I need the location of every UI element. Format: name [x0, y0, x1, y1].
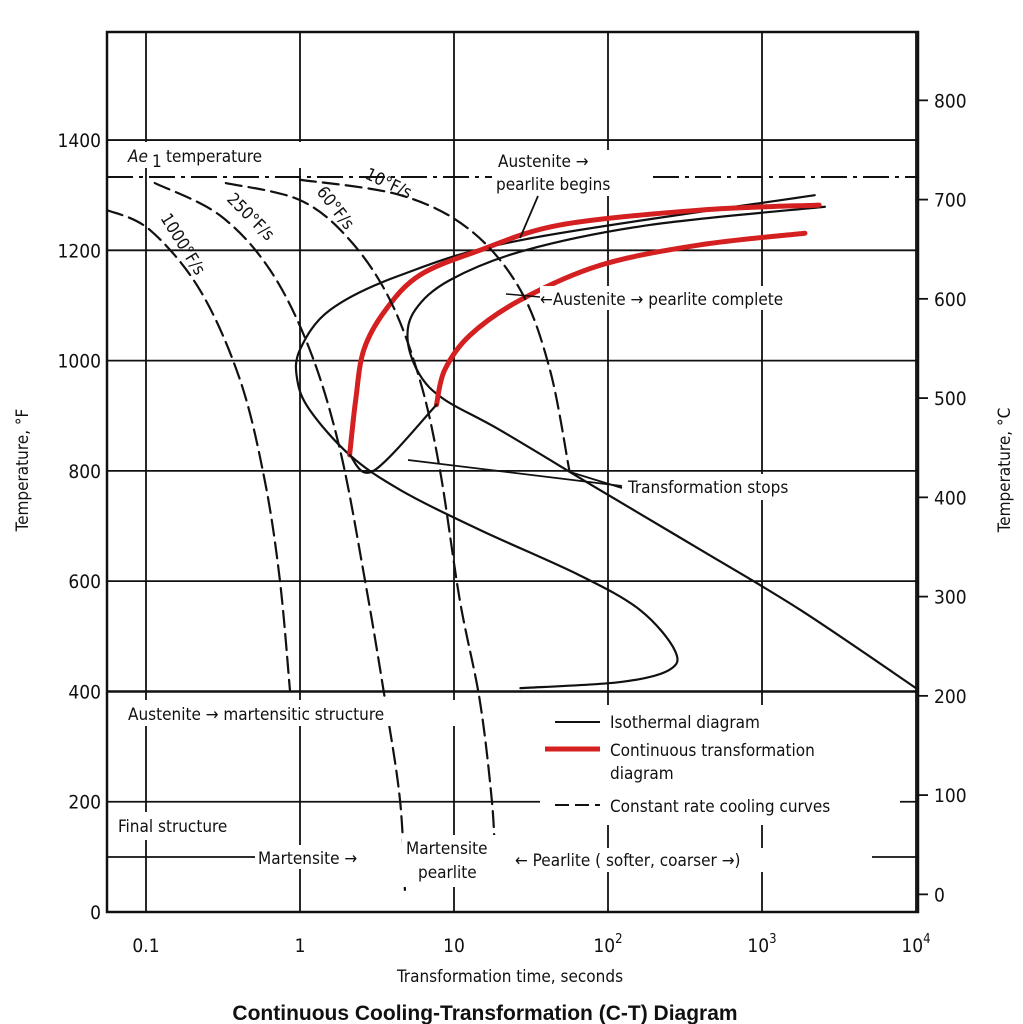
- y-tick-label: 1400: [58, 130, 102, 152]
- x-tick-label: 102: [593, 932, 622, 957]
- pearlite-label: ← Pearlite ( softer, coarser →): [515, 851, 740, 871]
- svg-text:Ae: Ae: [127, 147, 148, 167]
- legend-label-continuous-2: diagram: [610, 764, 674, 784]
- svg-text:1: 1: [152, 152, 162, 172]
- series-cooling-250: [153, 181, 407, 892]
- grid-lines: [107, 32, 918, 913]
- y-right-tick-label: 200: [934, 686, 967, 708]
- y-tick-label: 1200: [58, 240, 102, 262]
- y-tick-label: 800: [68, 461, 101, 483]
- x-tick-label: 104: [901, 932, 930, 957]
- x-axis-label: Transformation time, seconds: [396, 967, 623, 987]
- svg-text:temperature: temperature: [166, 147, 262, 167]
- y-right-tick-label: 300: [934, 587, 967, 609]
- series-continuous-start: [347, 202, 822, 458]
- y-tick-label: 1000: [58, 351, 102, 373]
- y-axis-label: Temperature, °F: [13, 409, 33, 533]
- y-axis-label-right: Temperature, °C: [995, 408, 1015, 534]
- series-cooling-60: [224, 181, 497, 862]
- legend-label-continuous: Continuous transformation: [610, 741, 815, 761]
- tick-labels: 0.1 1 10 102 103 1040200400600800100012001400…: [58, 90, 967, 957]
- series-cooling-1000: [106, 208, 292, 691]
- x-tick-label: 103: [747, 932, 776, 957]
- y-right-tick-label: 700: [934, 190, 967, 212]
- y-right-tick-label: 100: [934, 785, 967, 807]
- series-isothermal-start: [294, 194, 816, 690]
- transformation-stops-label: Transformation stops: [627, 478, 788, 498]
- rate-label-250: 250°F/s: [222, 189, 278, 245]
- legend: Isothermal diagram Continuous transforma…: [540, 705, 900, 825]
- transformation-stops-pointer-2: [569, 471, 623, 489]
- series-layer: [106, 175, 918, 892]
- legend-label-isothermal: Isothermal diagram: [610, 713, 760, 733]
- y-tick-label: 600: [68, 571, 101, 593]
- y-right-tick-label: 600: [934, 289, 967, 311]
- martensite-label: Martensite →: [258, 849, 357, 869]
- x-tick-label: 10: [443, 935, 465, 957]
- ae1-label: Ae 1 temperature: [118, 142, 303, 172]
- y-tick-label: 200: [68, 792, 101, 814]
- y-right-tick-label: 800: [934, 90, 967, 112]
- chart-title: Continuous Cooling-Transformation (C-T) …: [232, 1002, 737, 1024]
- pearlite-complete-label: ←Austenite → pearlite complete: [540, 290, 783, 310]
- series-isothermal-finish: [406, 205, 918, 690]
- legend-label-dashed: Constant rate cooling curves: [610, 797, 830, 817]
- y-tick-label: 0: [90, 902, 101, 924]
- pearlite-complete-pointer: [505, 293, 541, 298]
- y-tick-label: 400: [68, 681, 101, 703]
- martensite-pearlite-label-2: pearlite: [418, 863, 477, 883]
- final-structure-label: Final structure: [118, 817, 227, 837]
- series-cooling-10: [298, 178, 571, 471]
- pearlite-begins-label-2: pearlite begins: [496, 175, 610, 195]
- series-continuous-finish: [434, 230, 808, 408]
- series-transformation-stop: [348, 403, 438, 474]
- y-right-tick-label: 500: [934, 388, 967, 410]
- y-right-tick-label: 400: [934, 487, 967, 509]
- rate-label-10: 10°F/s: [362, 164, 415, 203]
- pearlite-begins-pointer: [519, 195, 539, 239]
- plot-frame: [105, 30, 920, 914]
- x-tick-label: 1: [295, 935, 306, 957]
- martensite-pearlite-label: Martensite: [406, 839, 488, 859]
- pearlite-begins-label: Austenite →: [498, 152, 589, 172]
- rate-label-1000: 1000°F/s: [156, 210, 209, 279]
- y-right-tick-label: 0: [934, 884, 945, 906]
- x-tick-label: 0.1: [132, 935, 159, 957]
- transformation-stops-pointer: [407, 459, 623, 487]
- martensitic-label: Austenite → martensitic structure: [128, 705, 384, 725]
